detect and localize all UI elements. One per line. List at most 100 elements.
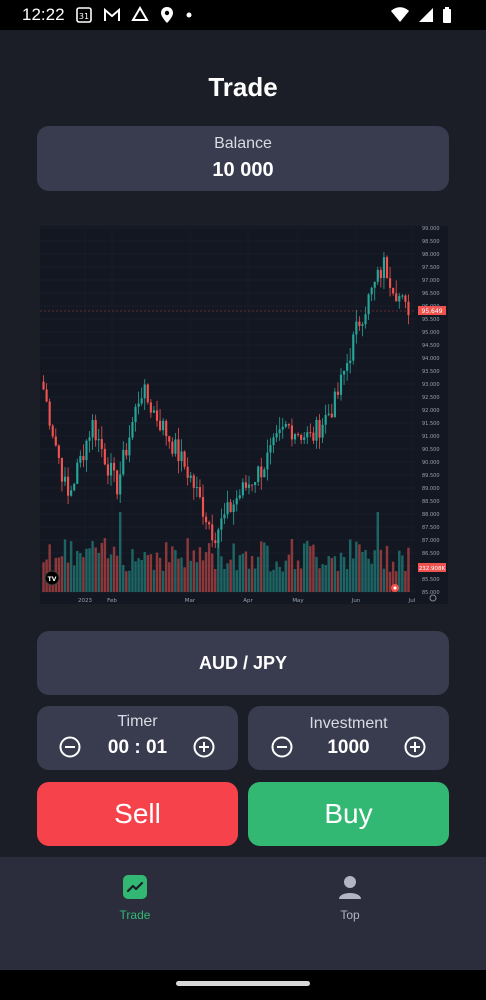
candle-body xyxy=(364,314,367,325)
location-icon xyxy=(161,7,173,23)
candle-body xyxy=(385,257,389,279)
volume-bar xyxy=(391,561,395,592)
volume-bar xyxy=(296,560,300,592)
timer-value: 00 : 01 xyxy=(107,737,168,758)
volume-bar xyxy=(192,550,196,592)
investment-decrease-button[interactable] xyxy=(271,736,293,758)
volume-bar xyxy=(361,551,364,592)
candle-body xyxy=(208,522,211,525)
candle-body xyxy=(155,410,159,421)
currency-pair-selector[interactable]: AUD / JPY xyxy=(37,631,449,695)
volume-bar xyxy=(174,550,177,592)
volume-bar xyxy=(149,554,153,592)
balance-value: 10 000 xyxy=(212,159,274,181)
candle-body xyxy=(73,483,76,491)
nav-item-trade[interactable]: Trade xyxy=(95,874,175,922)
candle-body xyxy=(76,462,79,484)
volume-bar xyxy=(330,558,334,592)
candle-body xyxy=(116,470,119,495)
y-tick-label: 95.500 xyxy=(422,317,440,323)
volume-bar xyxy=(260,541,263,592)
volume-bar xyxy=(376,512,380,592)
nav-item-top[interactable]: Top xyxy=(310,874,390,922)
candle-body xyxy=(336,391,340,395)
y-tick-label: 90.500 xyxy=(422,447,440,453)
candle-body xyxy=(174,439,177,454)
y-tick-label: 92.500 xyxy=(422,395,440,401)
candle-body xyxy=(229,502,232,513)
candle-body xyxy=(149,402,152,413)
investment-value: 1000 xyxy=(327,737,370,758)
chart-settings-icon[interactable] xyxy=(429,594,437,602)
candle-body xyxy=(189,475,192,478)
volume-bar xyxy=(115,555,119,592)
candle-body xyxy=(293,434,297,440)
volume-bar xyxy=(97,552,100,592)
candle-body xyxy=(82,456,85,461)
candle-body xyxy=(352,334,355,361)
candle-body xyxy=(54,436,57,446)
candle-body xyxy=(401,295,404,297)
y-tick-label: 93.000 xyxy=(422,382,440,388)
status-bar: 12:22 31 xyxy=(0,0,486,30)
nav-label-trade: Trade xyxy=(119,908,151,922)
timer-increase-button[interactable] xyxy=(193,736,215,758)
y-tick-label: 93.500 xyxy=(422,369,440,375)
home-gesture-handle[interactable] xyxy=(176,981,310,986)
volume-bar xyxy=(220,556,223,592)
price-chart[interactable]: 99.00098.50098.00097.50097.00096.50096.0… xyxy=(40,226,448,604)
candle-body xyxy=(214,540,217,544)
volume-bar xyxy=(394,571,398,592)
candle-body xyxy=(60,457,64,482)
y-tick-label: 96.500 xyxy=(422,291,440,297)
candle-body xyxy=(168,436,171,442)
x-tick-label: Feb xyxy=(107,598,117,604)
y-tick-label: 91.000 xyxy=(422,434,440,440)
drive-icon xyxy=(131,6,149,21)
volume-bar xyxy=(370,563,373,592)
volume-bar xyxy=(401,555,404,592)
candle-body xyxy=(382,257,386,279)
timer-decrease-button[interactable] xyxy=(59,736,81,758)
x-tick-label: Jun xyxy=(351,598,361,604)
candle-body xyxy=(201,497,205,517)
volume-bar xyxy=(388,571,392,592)
investment-increase-button[interactable] xyxy=(404,736,426,758)
gmail-icon xyxy=(104,7,120,21)
y-tick-label: 87.500 xyxy=(422,525,440,531)
candle-body xyxy=(204,516,208,523)
candlestick-chart[interactable]: 99.00098.50098.00097.50097.00096.50096.0… xyxy=(40,226,448,604)
candle-body xyxy=(287,424,290,426)
investment-label: Investment xyxy=(309,715,388,732)
candle-body xyxy=(358,321,361,326)
volume-bar xyxy=(284,560,288,592)
y-tick-label: 94.500 xyxy=(422,343,440,349)
y-tick-label: 94.000 xyxy=(422,356,440,362)
y-tick-label: 97.000 xyxy=(422,278,440,284)
candle-body xyxy=(112,462,116,471)
volume-bar xyxy=(407,547,410,592)
volume-bar xyxy=(201,560,205,592)
candle-body xyxy=(45,389,48,402)
volume-bar xyxy=(247,568,251,592)
volume-bar xyxy=(217,539,220,592)
candle-body xyxy=(327,413,330,415)
volume-bar xyxy=(122,564,125,592)
buy-button[interactable]: Buy xyxy=(248,782,449,846)
candle-body xyxy=(63,476,67,482)
candle-body xyxy=(162,420,165,431)
candle-body xyxy=(370,287,373,295)
volume-bar xyxy=(238,555,242,592)
y-tick-label: 86.500 xyxy=(422,551,440,557)
candle-body xyxy=(333,391,336,418)
sell-button[interactable]: Sell xyxy=(37,782,238,846)
volume-bar xyxy=(189,560,192,592)
volume-bar xyxy=(195,562,199,592)
volume-bar xyxy=(241,553,245,592)
candle-body xyxy=(131,422,134,438)
volume-bar xyxy=(299,568,303,592)
volume-bar xyxy=(112,546,116,592)
x-tick-label: Apr xyxy=(243,598,253,604)
candle-body xyxy=(186,466,189,478)
candle-body xyxy=(223,514,226,519)
